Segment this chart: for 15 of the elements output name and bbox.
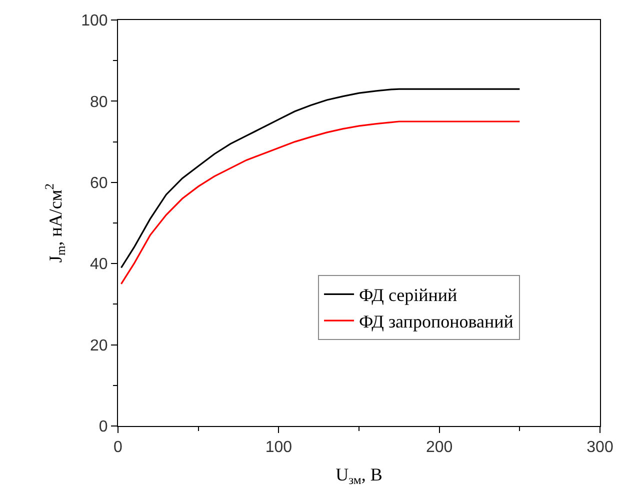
x-tick-label: 0 — [114, 439, 123, 456]
line-series — [120, 88, 520, 268]
y-tick-label: 40 — [90, 256, 108, 274]
y-tick-label: 0 — [98, 418, 108, 436]
y-tick-label: 80 — [90, 94, 108, 111]
y-tick-label: 60 — [90, 175, 108, 192]
x-tick-label: 200 — [426, 439, 453, 456]
legend-label: ФД запропонований — [359, 312, 514, 332]
x-tick-label: 300 — [586, 439, 614, 456]
y-tick-label: 20 — [90, 337, 108, 354]
x-axis-title: U$_{зм}$, В — [336, 464, 382, 488]
x-tick-label: 100 — [265, 439, 292, 456]
y-tick-label: 100 — [81, 12, 108, 30]
legend-label: ФД серійний — [359, 285, 458, 306]
line-series — [120, 120, 520, 285]
